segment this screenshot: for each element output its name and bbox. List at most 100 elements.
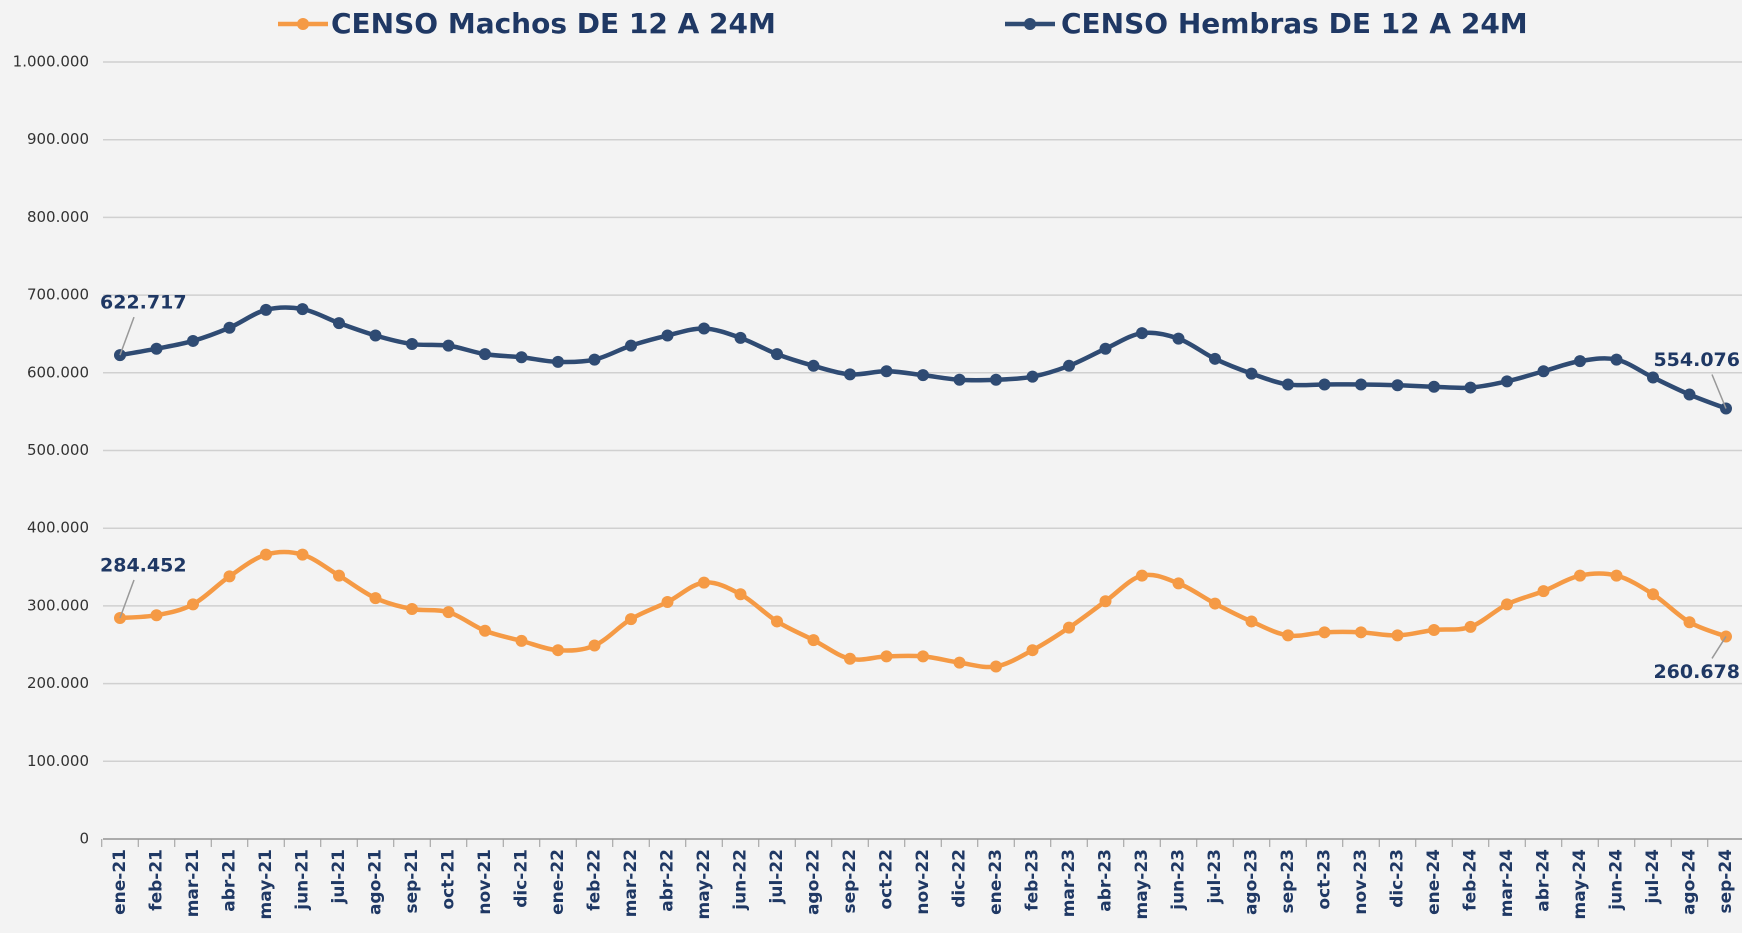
x-tick-label: abr-21 [220,849,240,912]
data-label: 284.452 [100,554,187,576]
point [807,634,820,647]
x-tick-label: may-21 [256,849,276,919]
point [625,613,637,626]
x-tick-label: ago-22 [804,849,824,915]
point [588,353,601,366]
series-line [119,305,1727,411]
point [1537,365,1550,378]
point [734,588,747,601]
point [771,348,783,361]
x-tick-label: dic-21 [512,849,532,908]
x-tick-label: oct-23 [1315,849,1335,910]
x-tick-label: nov-23 [1351,849,1371,915]
point [1318,378,1331,391]
x-tick-label: ene-24 [1424,849,1444,915]
point [1683,616,1696,629]
data-label: 622.717 [100,292,187,314]
x-tick-label: feb-21 [147,849,167,911]
x-tick-label: ago-23 [1242,849,1262,915]
point [1537,585,1550,598]
x-tick-label: jul-24 [1643,849,1663,905]
point [406,338,418,351]
data-label: 554.076 [1653,349,1740,371]
label-leader [119,579,135,619]
y-tick-label: 300.000 [27,596,89,614]
point [1136,327,1148,340]
point [406,603,418,616]
point [698,576,710,589]
x-tick-label: oct-22 [877,849,897,910]
point [552,644,564,657]
legend-label: CENSO Hembras DE 12 A 24M [1061,7,1528,40]
point [807,359,820,372]
data-label: 260.678 [1653,661,1740,683]
point [1099,342,1112,355]
point [1391,379,1404,392]
point [1063,359,1075,372]
point [296,548,309,561]
x-tick-label: dic-22 [950,849,970,908]
x-tick-label: jun-23 [1169,849,1189,911]
point [844,652,856,665]
x-tick-label: mar-22 [621,849,641,917]
point [442,339,455,352]
x-tick-label: abr-23 [1096,849,1116,912]
point [1428,623,1440,636]
point [369,329,382,342]
x-tick-label: mar-24 [1497,849,1517,917]
x-tick-label: feb-22 [585,849,605,911]
point [661,329,674,342]
point [1136,569,1148,582]
x-tick-label: abr-22 [658,849,678,912]
y-tick-label: 100.000 [27,752,89,770]
point [333,317,345,330]
x-tick-label: jun-24 [1607,849,1627,911]
point [734,331,747,344]
point [296,303,309,316]
point [442,606,455,619]
point [1574,355,1586,368]
point [150,342,163,355]
point [698,322,710,335]
point [1318,626,1331,639]
x-tick-label: nov-21 [475,849,495,915]
y-tick-label: 500.000 [27,441,89,459]
point [187,334,199,347]
point [844,368,856,381]
point [1026,644,1039,657]
point [771,615,783,628]
y-tick-label: 700.000 [27,286,89,304]
point [369,592,382,605]
point [479,624,491,637]
point [880,650,893,663]
point [1209,597,1221,610]
point [1172,577,1185,590]
point [1428,380,1440,393]
point [1574,569,1586,582]
point [1172,332,1185,345]
y-tick-label: 800.000 [27,208,89,226]
label-leader [1711,374,1727,409]
point [1464,620,1477,633]
x-tick-label: ene-23 [986,849,1006,915]
y-tick-label: 1.000.000 [13,53,89,71]
x-tick-label: mar-21 [183,849,203,917]
x-tick-label: ago-24 [1680,849,1700,915]
point [1063,621,1075,634]
point [1391,629,1404,642]
x-tick-label: may-23 [1132,849,1152,919]
point [515,351,528,364]
point [1282,629,1294,642]
point [1464,381,1477,394]
x-tick-label: ene-22 [548,849,568,915]
x-tick-label: ago-21 [366,849,386,915]
x-tick-label: feb-23 [1023,849,1043,911]
point [953,373,966,386]
x-tick-label: abr-24 [1534,849,1554,912]
point [661,596,674,609]
point [1501,598,1513,611]
x-tick-label: oct-21 [439,849,459,910]
y-tick-label: 400.000 [27,519,89,537]
x-tick-label: ene-21 [110,849,130,915]
point [1355,626,1367,639]
